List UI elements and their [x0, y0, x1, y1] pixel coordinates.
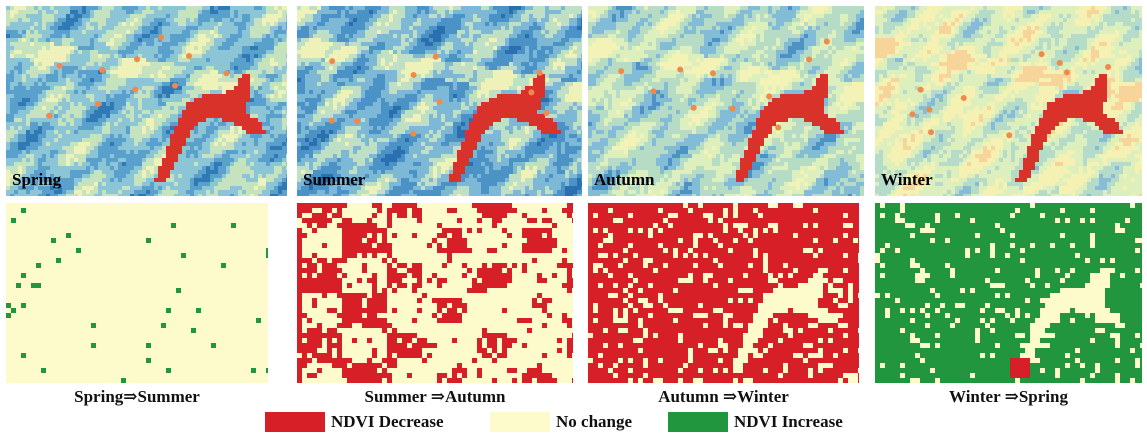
ndvi-map-spring: Spring — [6, 6, 287, 196]
legend-swatch-increase — [668, 412, 728, 432]
change-caption-winter-spring: Winter ⇒Spring — [949, 387, 1068, 406]
ndvi-map-summer: Summer — [297, 6, 582, 196]
change-map-autumn-winter — [588, 203, 859, 383]
change-map-winter-spring — [875, 203, 1142, 383]
legend-label-decrease: NDVI Decrease — [331, 412, 444, 431]
legend-label-no-change: No change — [556, 412, 633, 431]
map-canvas — [588, 6, 864, 196]
ndvi-map-winter: Winter — [875, 6, 1142, 196]
legend-swatch-decrease — [265, 412, 325, 432]
change-caption-spring-summer: Spring⇒Summer — [74, 387, 200, 406]
map-canvas — [297, 6, 582, 196]
legend-label-increase: NDVI Increase — [734, 412, 843, 431]
map-canvas — [6, 6, 287, 196]
change-map-spring-summer — [6, 203, 268, 383]
change-canvas — [6, 203, 268, 383]
legend-swatch-no-change — [490, 412, 550, 432]
season-label: Winter — [881, 170, 933, 189]
season-label: Autumn — [594, 170, 655, 189]
change-map-summer-autumn — [297, 203, 573, 383]
season-label: Spring — [12, 170, 62, 189]
change-caption-autumn-winter: Autumn ⇒Winter — [658, 387, 789, 406]
season-label: Summer — [303, 170, 366, 189]
change-caption-summer-autumn: Summer ⇒Autumn — [364, 387, 506, 406]
ndvi-map-autumn: Autumn — [588, 6, 864, 196]
legend: NDVI Decrease No change NDVI Increase — [0, 411, 1147, 435]
change-canvas — [297, 203, 573, 383]
map-canvas — [875, 6, 1142, 196]
change-canvas — [875, 203, 1142, 383]
change-canvas — [588, 203, 859, 383]
